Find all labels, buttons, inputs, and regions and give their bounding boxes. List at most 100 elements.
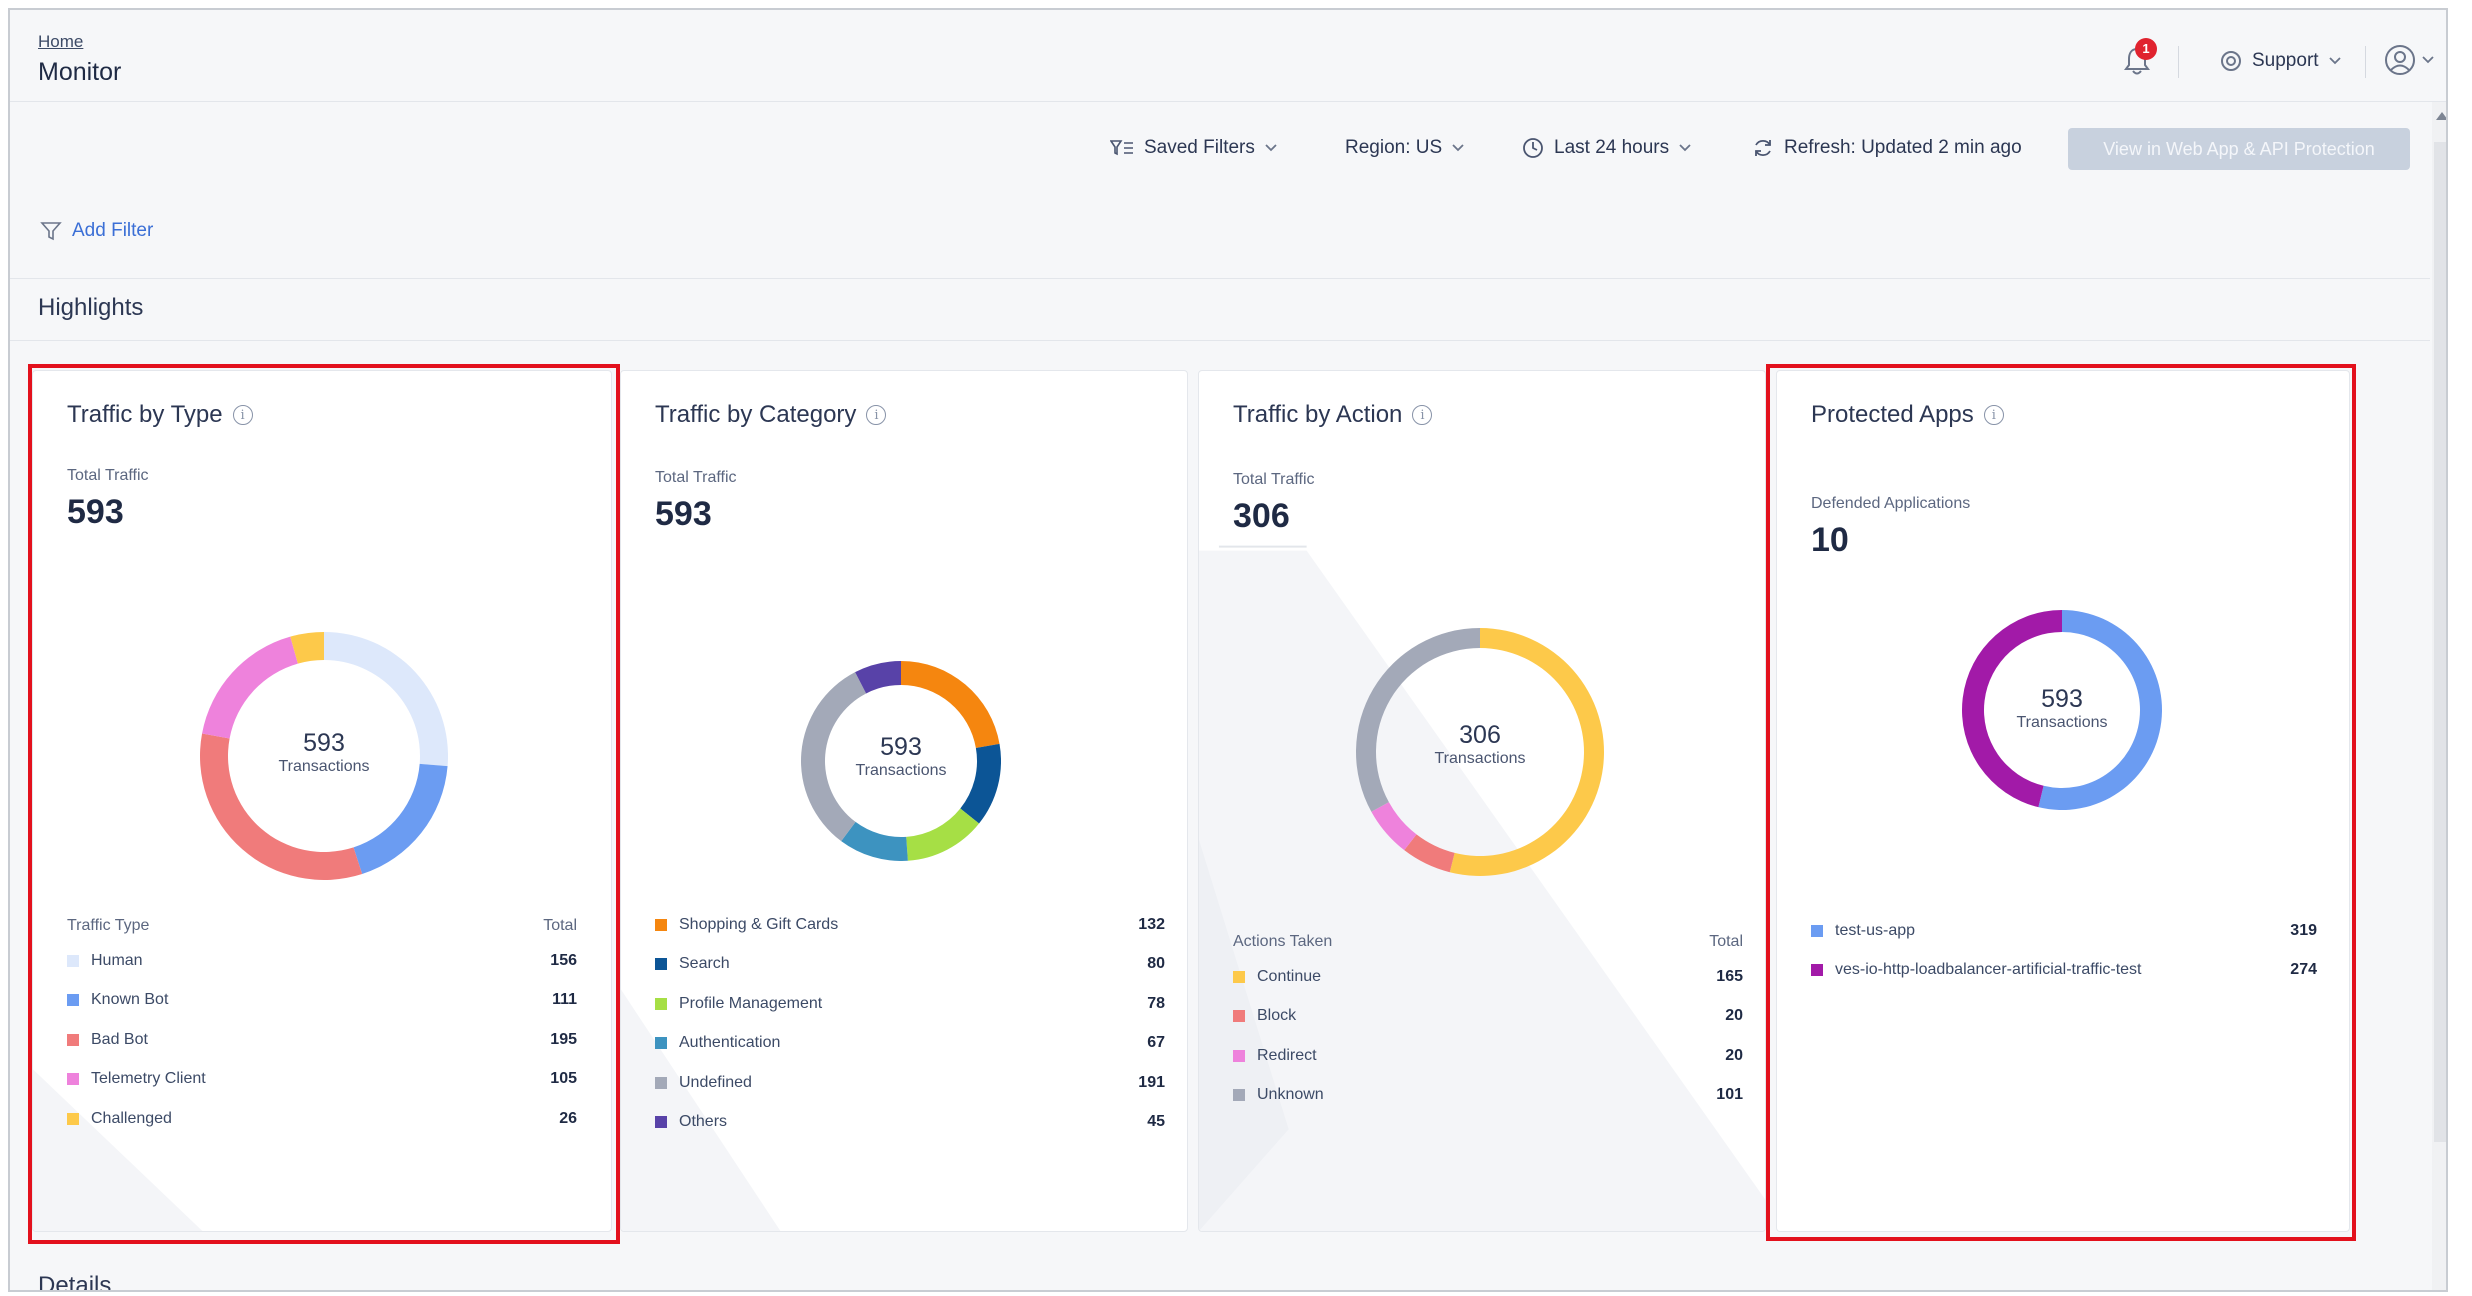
- info-icon[interactable]: i: [866, 405, 887, 425]
- legend-item[interactable]: Continue 165: [1233, 957, 1743, 997]
- legend-value: 191: [1138, 1073, 1165, 1091]
- legend-value: 78: [1147, 994, 1165, 1012]
- legend-item[interactable]: Block 20: [1233, 997, 1743, 1037]
- legend-label: Bad Bot: [91, 1030, 148, 1048]
- legend-swatch: [1233, 1010, 1245, 1023]
- card-title-text: Protected Apps: [1811, 401, 1974, 428]
- donut-slice[interactable]: [353, 763, 448, 874]
- legend-value: 20: [1725, 1046, 1743, 1064]
- donut-center-label: Transactions: [2016, 714, 2108, 731]
- legend-swatch: [655, 997, 667, 1010]
- donut-slice[interactable]: [290, 632, 324, 664]
- traffic-category-donut-chart: [801, 661, 1001, 861]
- clock-icon: [1523, 138, 1543, 158]
- vertical-scrollbar[interactable]: [2432, 102, 2446, 1290]
- donut-center-value: 593: [303, 729, 345, 757]
- saved-filters-label: Saved Filters: [1144, 137, 1255, 158]
- legend-swatch: [655, 1116, 667, 1129]
- saved-filters-dropdown[interactable]: Saved Filters: [1110, 128, 1277, 168]
- donut-center-value: 593: [2041, 685, 2083, 713]
- card-background-decoration: [33, 1069, 203, 1231]
- header-divider: [2178, 46, 2179, 78]
- donut-slice[interactable]: [906, 808, 980, 861]
- donut-slice[interactable]: [801, 672, 867, 842]
- legend-label: Search: [679, 955, 730, 973]
- support-label: Support: [2252, 50, 2319, 71]
- donut-slice[interactable]: [960, 743, 1001, 824]
- donut-slice[interactable]: [1962, 610, 2062, 808]
- legend-label: test-us-app: [1835, 921, 1916, 939]
- card-title: Traffic by Action i: [1233, 401, 1433, 429]
- card-title: Traffic by Category i: [655, 401, 887, 429]
- info-icon[interactable]: i: [232, 405, 253, 425]
- traffic-category-legend: Shopping & Gift Cards 132 Search 80 Profile …: [655, 905, 1165, 1142]
- legend-value: 45: [1147, 1113, 1165, 1131]
- total-traffic-value: 593: [67, 493, 124, 531]
- info-icon[interactable]: i: [1412, 405, 1433, 425]
- legend-item[interactable]: ves-io-http-loadbalancer-artificial-traf…: [1811, 951, 2317, 991]
- legend-item[interactable]: Search 80: [655, 945, 1165, 985]
- legend-item[interactable]: Undefined 191: [655, 1063, 1165, 1103]
- details-heading: Details: [38, 1272, 112, 1292]
- legend-item[interactable]: Shopping & Gift Cards 132: [655, 905, 1165, 945]
- traffic-type-legend: Traffic Type Total Human 156 Known Bot 111 B…: [67, 911, 577, 1139]
- user-menu[interactable]: [2384, 44, 2434, 76]
- donut-slice[interactable]: [841, 821, 908, 861]
- legend-item[interactable]: Human 156: [67, 941, 577, 981]
- card-title-text: Traffic by Action: [1233, 401, 1403, 428]
- donut-center-label: Transactions: [855, 762, 947, 779]
- legend-value: 67: [1147, 1034, 1165, 1052]
- donut-slice[interactable]: [1356, 628, 1480, 812]
- donut-center-value: 306: [1459, 721, 1501, 749]
- legend-total-label: Total: [543, 917, 577, 934]
- legend-value: 101: [1716, 1086, 1743, 1104]
- total-traffic-value: 306: [1233, 497, 1290, 535]
- scroll-up-arrow-icon[interactable]: [2436, 112, 2446, 120]
- view-in-web-app-button[interactable]: View in Web App & API Protection: [2068, 128, 2410, 170]
- legend-label: Telemetry Client: [91, 1070, 206, 1088]
- filter-list-icon: [1110, 140, 1133, 156]
- legend-value: 132: [1138, 915, 1165, 933]
- legend-swatch: [1233, 1049, 1245, 1062]
- legend-swatch: [67, 1033, 79, 1046]
- support-menu[interactable]: Support: [2220, 46, 2341, 76]
- legend-item[interactable]: Unknown 101: [1233, 1076, 1743, 1116]
- donut-slice[interactable]: [324, 632, 448, 767]
- donut-slice[interactable]: [1371, 802, 1417, 851]
- region-dropdown[interactable]: Region: US: [1345, 128, 1464, 168]
- legend-item[interactable]: Profile Management 78: [655, 984, 1165, 1024]
- legend-item[interactable]: Challenged 26: [67, 1099, 577, 1139]
- legend-item[interactable]: Authentication 67: [655, 1024, 1165, 1064]
- legend-item[interactable]: test-us-app 319: [1811, 911, 2317, 951]
- donut-slice[interactable]: [855, 661, 901, 694]
- legend-swatch: [1811, 924, 1823, 937]
- monitor-window: Home Monitor 1 Support: [8, 8, 2448, 1292]
- legend-item[interactable]: Redirect 20: [1233, 1036, 1743, 1076]
- time-range-dropdown[interactable]: Last 24 hours: [1522, 128, 1691, 168]
- legend-item[interactable]: Telemetry Client 105: [67, 1060, 577, 1100]
- refresh-button[interactable]: Refresh: Updated 2 min ago: [1752, 128, 2022, 168]
- donut-slice[interactable]: [1404, 834, 1455, 873]
- donut-slice[interactable]: [901, 661, 1000, 748]
- legend-label: ves-io-http-loadbalancer-artificial-traf…: [1835, 961, 2142, 979]
- refresh-icon: [1755, 139, 1771, 157]
- legend-swatch: [655, 918, 667, 931]
- chevron-down-icon: [1265, 144, 1277, 152]
- traffic-by-category-card: Traffic by Category i Total Traffic 593 …: [620, 370, 1188, 1232]
- legend-item[interactable]: Known Bot 111: [67, 981, 577, 1021]
- legend-value: 20: [1725, 1007, 1743, 1025]
- legend-item[interactable]: Others 45: [655, 1103, 1165, 1143]
- donut-slice[interactable]: [2038, 610, 2162, 810]
- scrollbar-thumb[interactable]: [2434, 142, 2446, 1142]
- legend-swatch: [67, 1073, 79, 1086]
- legend-value: 105: [550, 1070, 577, 1088]
- donut-slice[interactable]: [199, 733, 363, 880]
- breadcrumb-home[interactable]: Home: [38, 32, 84, 51]
- donut-slice[interactable]: [202, 636, 298, 739]
- legend-item[interactable]: Bad Bot 195: [67, 1020, 577, 1060]
- info-icon[interactable]: i: [1983, 405, 2004, 425]
- donut-slice[interactable]: [1449, 628, 1604, 876]
- traffic-type-donut-chart: [199, 632, 448, 880]
- legend-label: Undefined: [679, 1073, 752, 1091]
- add-filter-button[interactable]: Add Filter: [40, 220, 153, 242]
